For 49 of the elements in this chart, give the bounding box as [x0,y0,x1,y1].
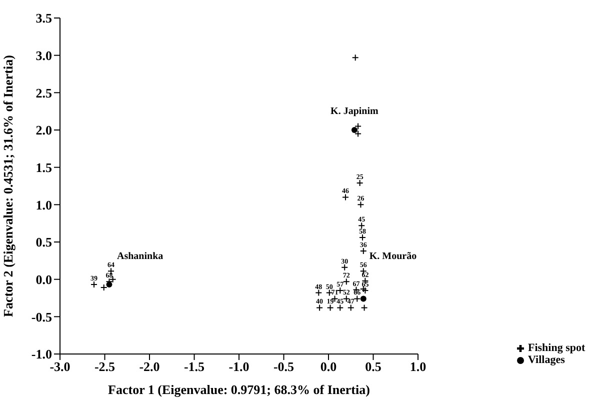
x-tick-label: 1.0 [410,359,426,374]
point [354,130,362,138]
y-tick-label: 0.0 [36,272,52,287]
point [360,247,367,254]
point [362,287,369,294]
point [100,284,108,292]
y-tick-label: 1.5 [36,160,52,175]
x-tick-label: -1.5 [184,359,206,374]
point [106,282,112,288]
point [360,304,368,312]
point [336,304,344,312]
point [342,278,350,286]
point [316,304,324,312]
y-tick-label: 2.5 [36,85,52,100]
legend-label: Villages [528,354,565,366]
point [347,304,354,312]
y-tick-label: 3.0 [36,48,52,63]
annotation: Ashaninka [117,251,164,262]
y-tick-label: 1.0 [36,197,52,212]
annotation: K. Japinim [330,106,380,117]
point [354,122,362,130]
y-tick-label: 2.0 [36,122,52,138]
y-axis-title: Factor 2 (Eigenvalue: 0.4531; 31.6% of Inertia) [0,55,16,317]
legend-label: Fishing spot [528,342,586,354]
point [341,264,348,271]
point [352,54,359,62]
point [326,304,334,312]
y-tick-label: -1.0 [31,346,52,362]
x-axis-title: Factor 1 (Eigenvalue: 0.9791; 68.3% of Inertia) [108,382,370,397]
x-tick-label: 0.5 [365,359,382,374]
x-tick-label: 0.0 [320,359,337,374]
x-tick-label: -2.0 [139,359,160,374]
point [342,194,350,201]
point [360,296,366,302]
y-tick-label: 3.5 [36,10,52,26]
point [357,201,364,208]
point [351,127,358,133]
annotation: K. Mourão [369,251,417,262]
y-tick-label: -0.5 [31,309,52,324]
x-tick-label: -1.0 [228,359,250,374]
x-tick-label: -2.5 [94,359,116,374]
point [315,289,322,296]
x-tick-label: -0.5 [273,359,295,374]
point [354,295,361,302]
point [356,180,364,187]
y-tick-label: 0.5 [36,234,52,250]
x-tick-label: -3.0 [50,359,70,374]
point [90,281,98,288]
point [359,234,366,242]
